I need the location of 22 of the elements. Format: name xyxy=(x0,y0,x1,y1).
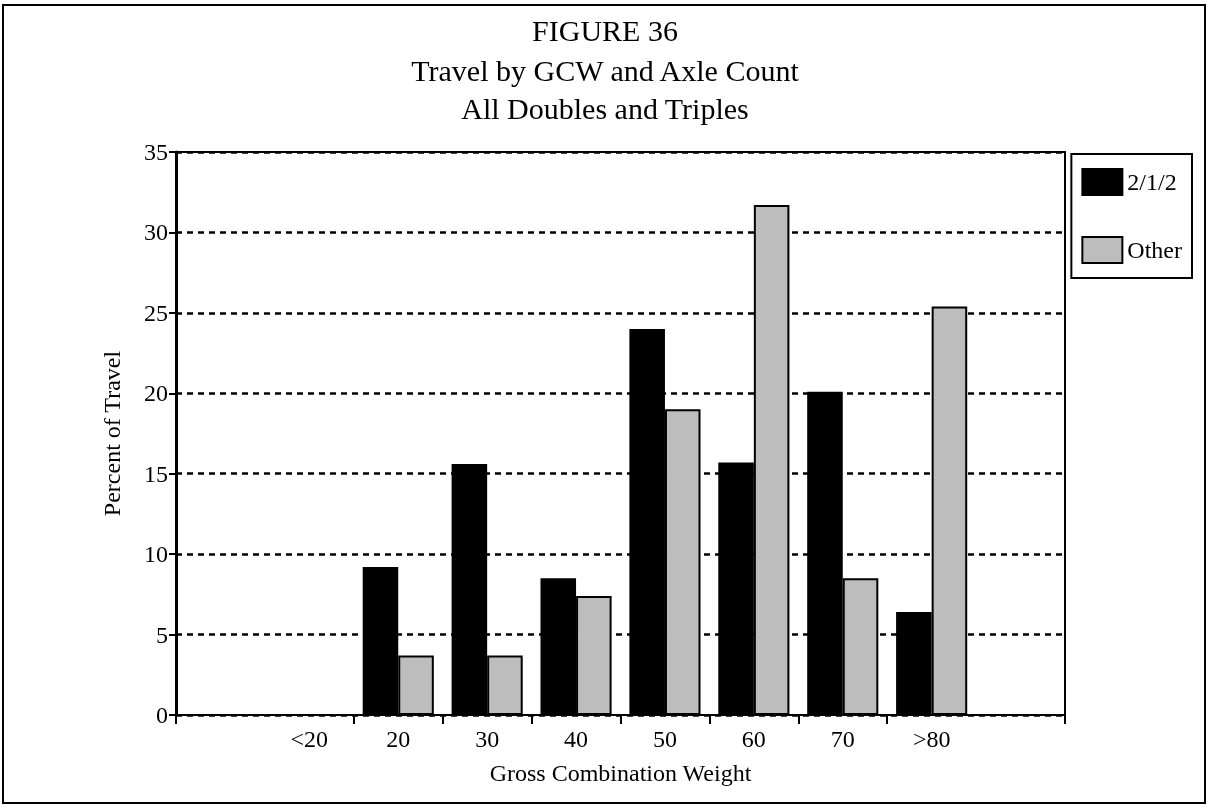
y-tick-label: 30 xyxy=(144,219,168,246)
x-axis-title: Gross Combination Weight xyxy=(489,760,752,786)
y-tick-label: 0 xyxy=(156,702,168,728)
y-tick-label: 20 xyxy=(144,380,168,407)
y-tick-label: 15 xyxy=(144,460,168,487)
x-tick-label: 30 xyxy=(475,726,500,752)
legend-label: 2/1/2 xyxy=(1127,169,1177,195)
y-tick-label: 5 xyxy=(156,621,168,648)
y-tick-label: 35 xyxy=(144,139,168,165)
chart-subtitle: Travel by GCW and Axle Count All Doubles and Triples xyxy=(411,53,800,125)
x-tick-label: 20 xyxy=(386,726,411,752)
y-tick-label: 25 xyxy=(144,299,168,326)
x-tick-label: >80 xyxy=(912,726,951,752)
y-axis-title: Percent of Travel xyxy=(99,350,125,517)
y-tick-label: 10 xyxy=(144,541,168,568)
x-tick-label: <20 xyxy=(290,726,329,752)
x-tick-label: 50 xyxy=(652,726,677,752)
chart-title: FIGURE 36 xyxy=(532,13,678,47)
x-tick-label: 60 xyxy=(741,726,766,752)
legend-label: Other xyxy=(1127,237,1183,263)
x-tick-label: 70 xyxy=(830,726,855,752)
x-tick-label: 40 xyxy=(564,726,589,752)
